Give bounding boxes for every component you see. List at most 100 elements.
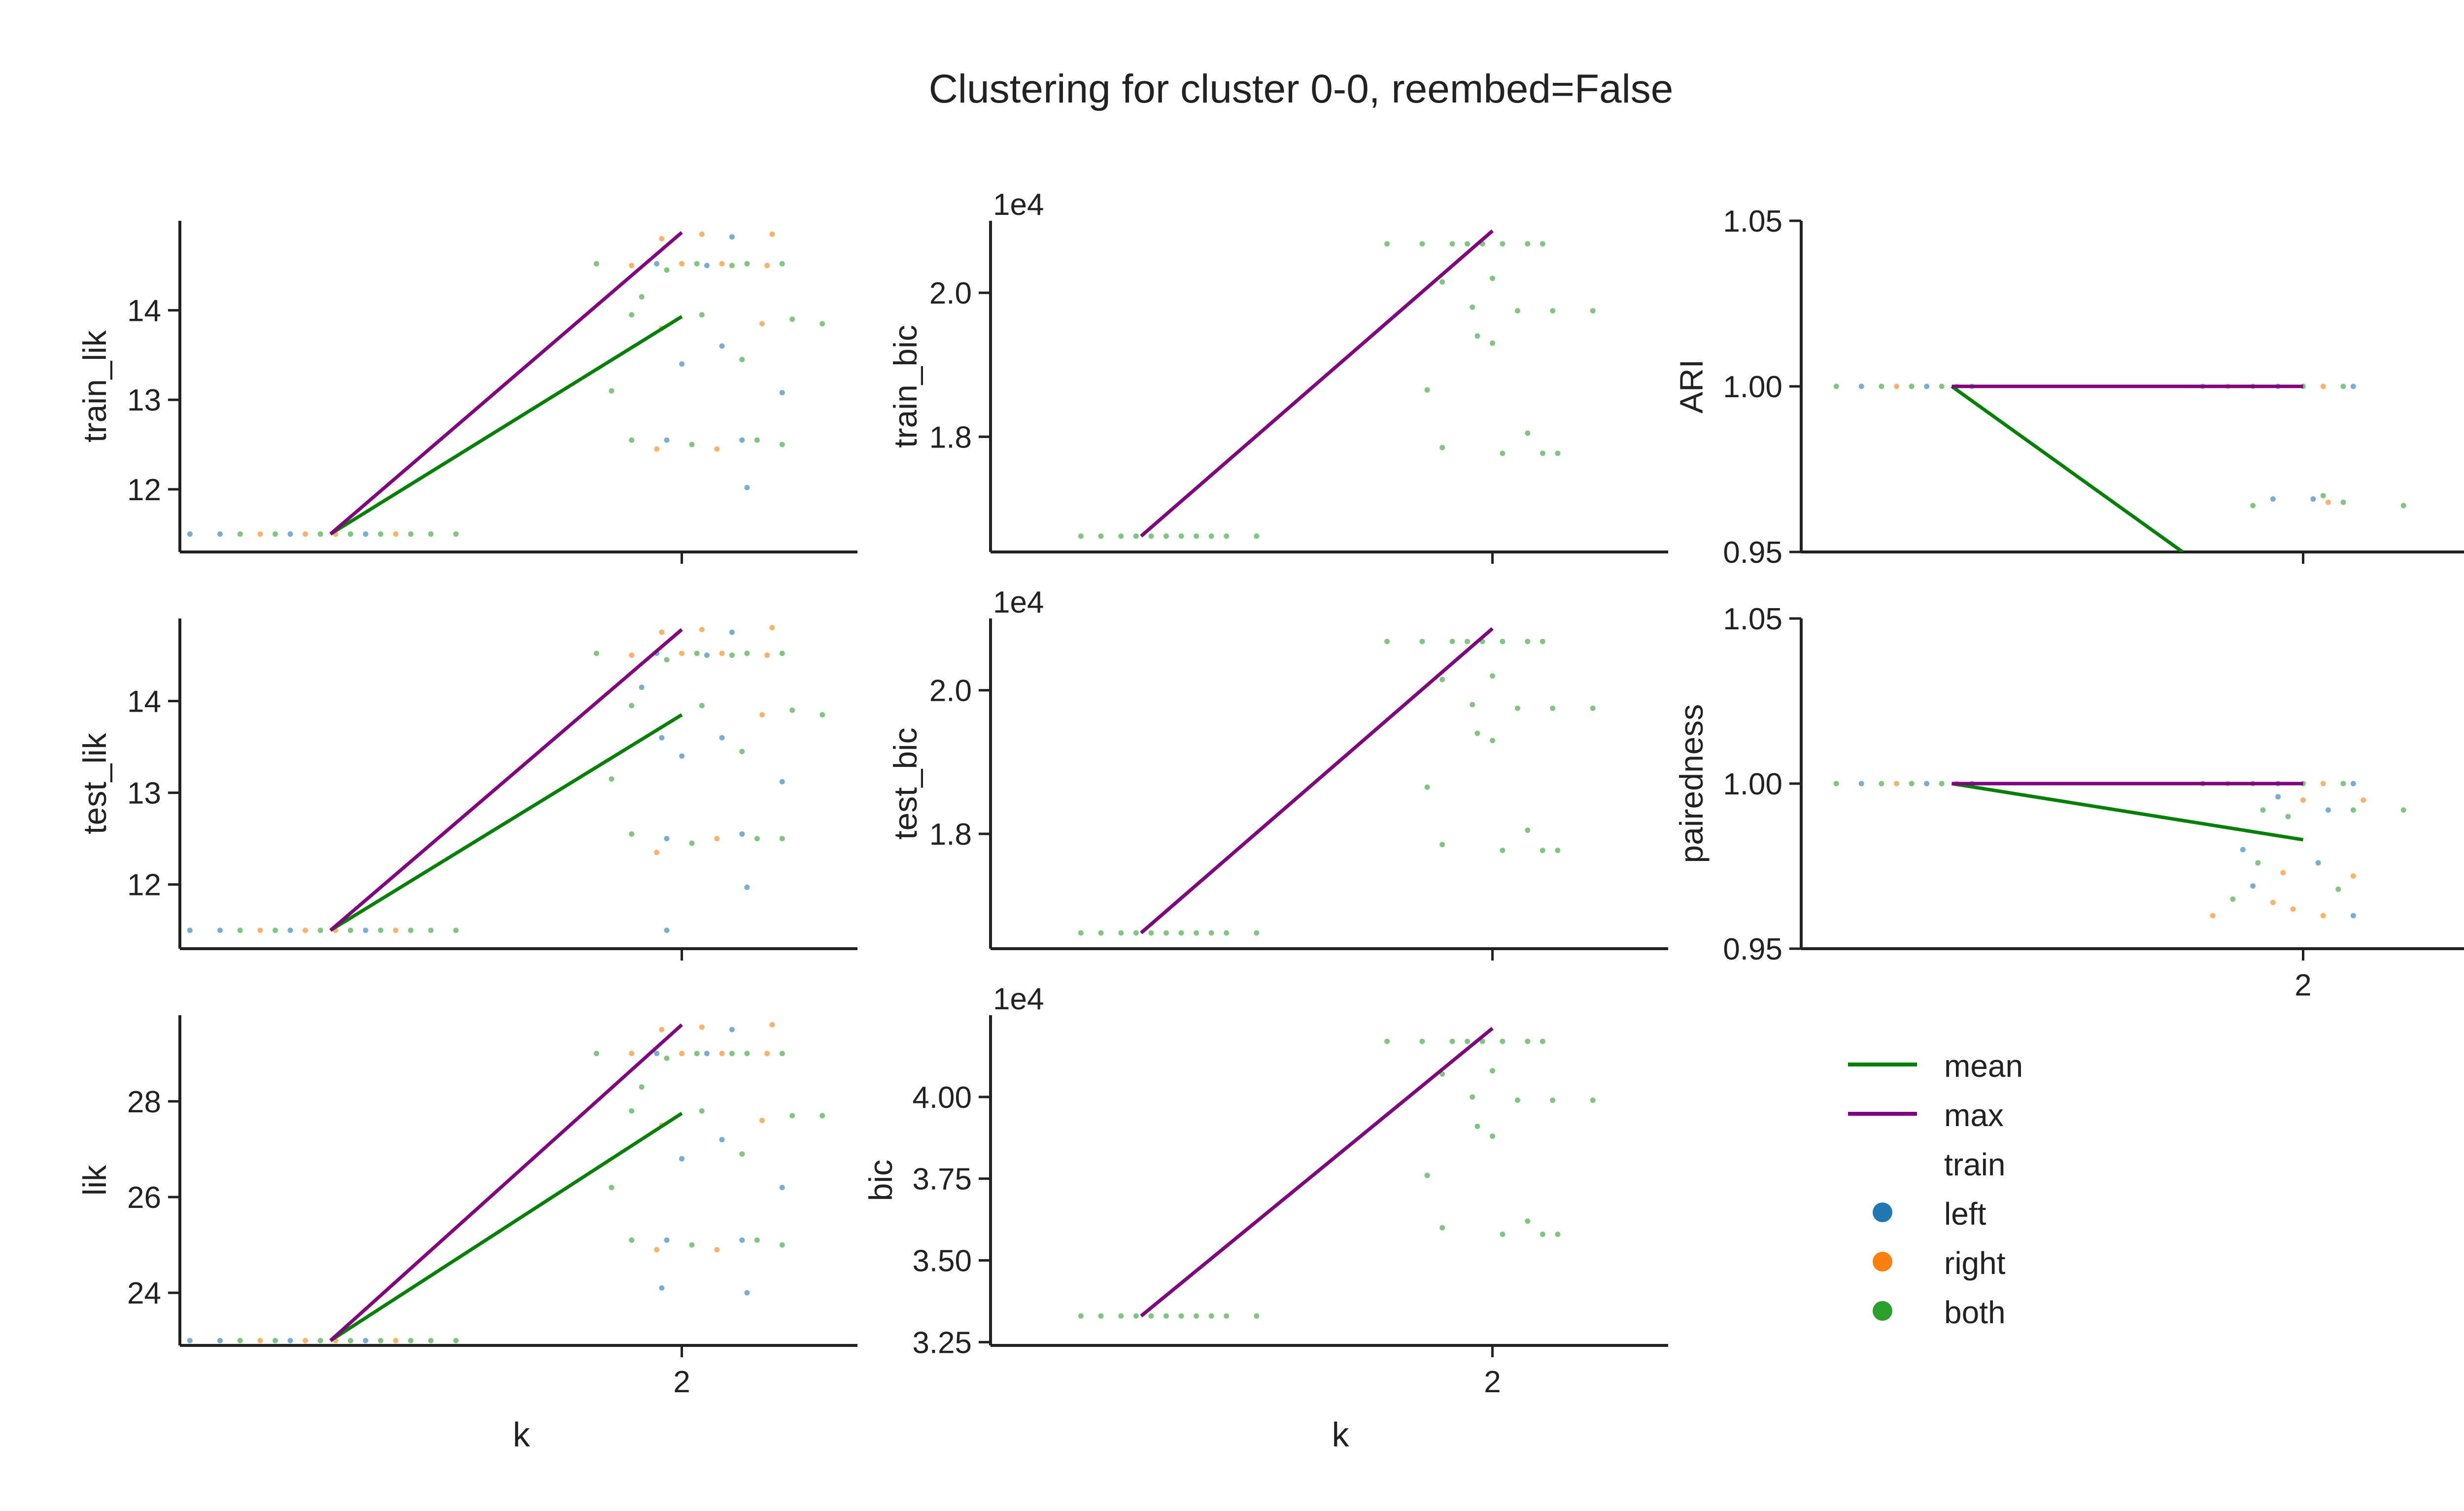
train-bic-point-both — [1550, 308, 1556, 314]
lik-point-both — [629, 1108, 635, 1114]
bic-point-both — [1208, 1313, 1214, 1319]
pairedness-point-right — [2350, 873, 2356, 879]
train-lik-point-both — [593, 261, 599, 267]
train-lik-point-both — [428, 531, 434, 537]
ARI-point-right — [1894, 383, 1900, 389]
train-bic-point-both — [1490, 275, 1496, 281]
pairedness-point-both — [2285, 814, 2291, 820]
lik-ytick-label: 26 — [127, 1181, 161, 1215]
bic-point-both — [1078, 1313, 1084, 1319]
bic-point-both — [1490, 1133, 1496, 1139]
pairedness-point-right — [2290, 906, 2296, 912]
bic-point-both — [1540, 1038, 1545, 1044]
test-lik-point-right — [654, 850, 660, 856]
train-lik-point-left — [217, 531, 223, 537]
test-lik-point-both — [317, 927, 323, 933]
train-bic-point-both — [1194, 533, 1199, 539]
train-bic-point-both — [1525, 241, 1531, 247]
pairedness-point-left — [1924, 781, 1930, 787]
bic-point-both — [1465, 1038, 1471, 1044]
train-bic-point-both — [1424, 387, 1430, 393]
test-bic-point-both — [1555, 847, 1561, 853]
test-bic-point-both — [1474, 730, 1480, 736]
bic-xtick-label: 2 — [1484, 1365, 1501, 1399]
train-lik-point-both — [377, 531, 383, 537]
test-lik-point-both — [789, 707, 795, 713]
lik-point-both — [453, 1338, 459, 1343]
lik-data — [187, 1022, 825, 1343]
pairedness-point-right — [2300, 797, 2306, 803]
lik-point-both — [754, 1237, 760, 1243]
test-lik-point-right — [393, 927, 399, 933]
train-lik-point-right — [714, 446, 720, 452]
train-lik-point-left — [679, 361, 685, 367]
bic-point-both — [1500, 1231, 1506, 1237]
test-lik-point-left — [744, 884, 750, 890]
test-bic-point-both — [1439, 842, 1445, 848]
train-bic-point-both — [1419, 241, 1425, 247]
test-bic-point-both — [1419, 639, 1425, 645]
lik-point-right — [654, 1247, 660, 1253]
test-lik-point-both — [694, 651, 700, 656]
figure-title: Clustering for cluster 0-0, reembed=Fals… — [929, 67, 1674, 111]
pairedness-point-both — [2260, 807, 2266, 813]
train-lik-point-right — [629, 263, 635, 269]
pairedness-point-left — [2275, 794, 2281, 800]
test-lik-mean-line — [329, 713, 683, 932]
test-lik-point-right — [303, 927, 308, 933]
train-bic-point-both — [1178, 533, 1184, 539]
train-lik-point-both — [689, 442, 695, 447]
train-lik-point-right — [679, 261, 685, 267]
legend-left-label: left — [1944, 1196, 1986, 1232]
legend: mean max train left right both — [1848, 1048, 2023, 1330]
train-lik-ytick-label: 13 — [127, 383, 161, 417]
train-lik-point-both — [744, 261, 750, 267]
panel-ARI: 0.95 1.00 1.05 ARI — [1673, 205, 2464, 570]
lik-point-left — [719, 1136, 725, 1142]
lik-point-right — [629, 1051, 635, 1057]
train-lik-point-right — [303, 531, 308, 537]
test-bic-point-both — [1525, 827, 1531, 833]
bic-point-both — [1474, 1124, 1480, 1130]
test-bic-point-both — [1470, 702, 1475, 708]
test-bic-point-both — [1590, 705, 1596, 711]
train-lik-data — [187, 231, 825, 537]
train-lik-point-both — [629, 437, 635, 443]
test-lik-point-left — [639, 685, 645, 690]
test-lik-point-left — [287, 927, 293, 933]
legend-right-label: right — [1944, 1245, 2006, 1281]
lik-point-right — [769, 1022, 775, 1028]
train-lik-point-both — [754, 437, 760, 443]
lik-mean-line — [329, 1112, 683, 1342]
pairedness-point-left — [2250, 883, 2256, 889]
ARI-point-right — [2325, 499, 2331, 505]
train-lik-ytick-label: 12 — [127, 473, 161, 507]
train-lik-point-right — [699, 231, 705, 237]
lik-point-both — [609, 1185, 615, 1191]
lik-point-both — [428, 1338, 434, 1343]
test-bic-ytick-label: 1.8 — [929, 818, 972, 852]
lik-point-right — [257, 1338, 263, 1343]
test-bic-point-both — [1490, 673, 1496, 679]
train-lik-point-both — [779, 442, 785, 447]
train-bic-point-both — [1439, 279, 1445, 285]
bic-offset-label: 1e4 — [993, 982, 1044, 1016]
train-lik-point-right — [769, 231, 775, 237]
ARI-point-both — [2340, 499, 2346, 505]
train-lik-mean-line — [329, 315, 683, 536]
train-lik-point-left — [187, 531, 193, 537]
pairedness-point-right — [2210, 913, 2216, 919]
train-lik-point-left — [287, 531, 293, 537]
pairedness-ytick-label: 1.00 — [1723, 767, 1782, 801]
ARI-mean-line — [1951, 385, 2184, 552]
train-bic-point-both — [1254, 533, 1260, 539]
pairedness-point-both — [1939, 781, 1945, 787]
train-bic-point-both — [1514, 308, 1520, 314]
test-lik-point-left — [363, 927, 369, 933]
test-lik-data — [187, 625, 825, 933]
bic-point-both — [1163, 1313, 1169, 1319]
test-bic-point-both — [1514, 705, 1520, 711]
test-lik-point-left — [664, 836, 670, 842]
lik-point-both — [820, 1113, 825, 1119]
